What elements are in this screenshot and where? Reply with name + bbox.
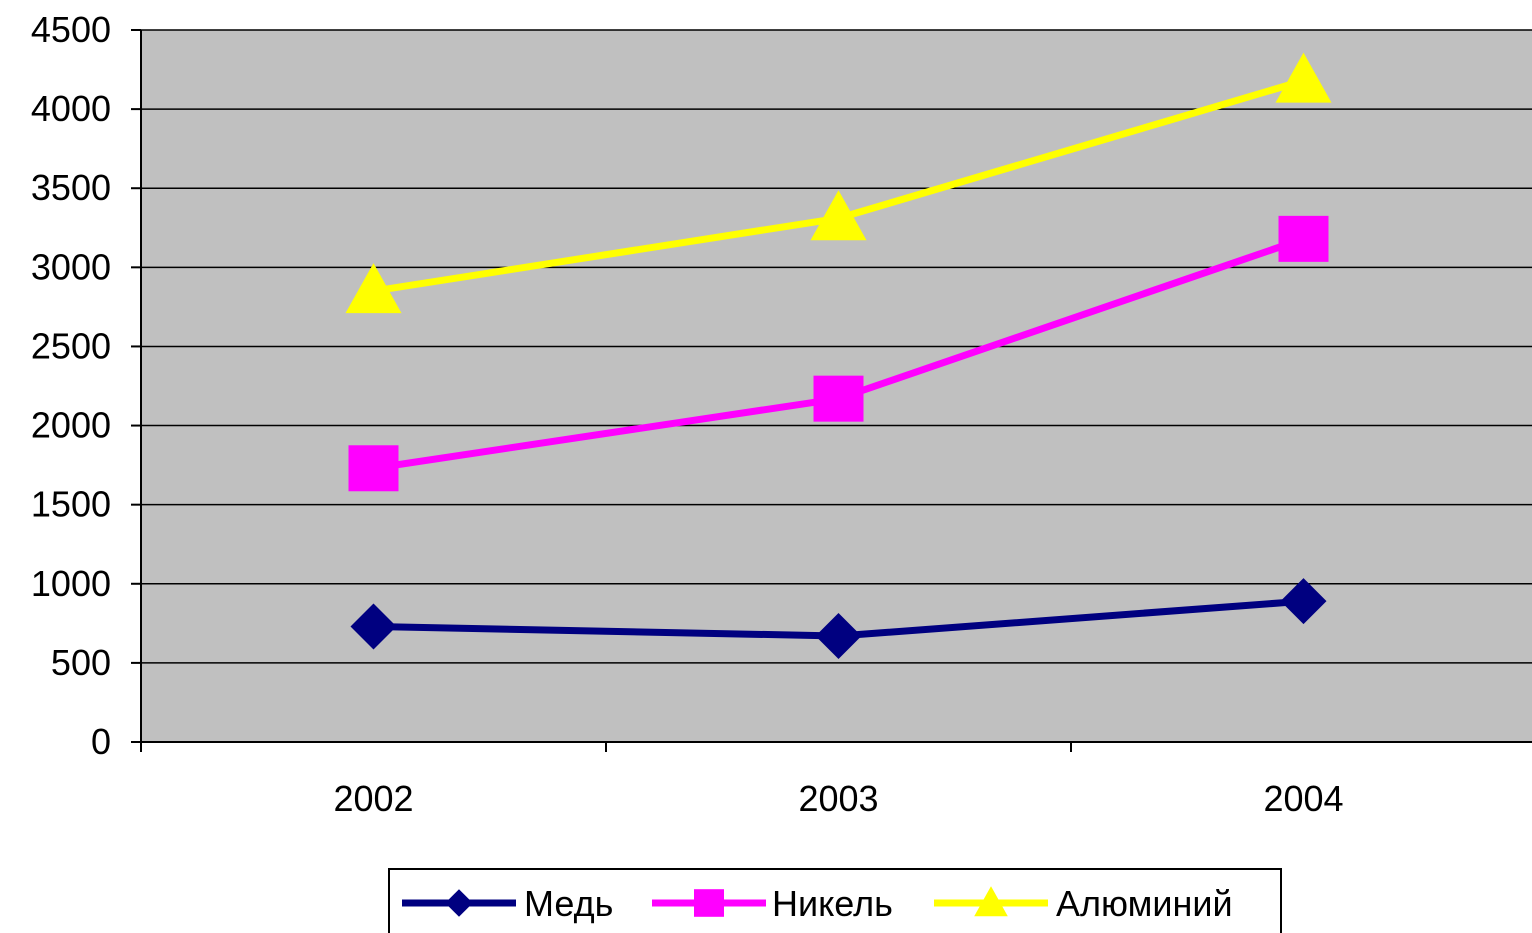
legend-items: Медь Никель Алюминий xyxy=(402,883,1233,924)
y-tick-label: 4500 xyxy=(31,9,111,50)
legend-label: Никель xyxy=(772,883,893,924)
data-point-diamond xyxy=(1280,578,1327,625)
data-point-triangle xyxy=(810,190,867,241)
y-tick-label: 500 xyxy=(51,642,111,683)
legend: Медь Никель Алюминий xyxy=(388,868,1282,933)
y-tick-label: 3500 xyxy=(31,167,111,208)
y-ticks: 0 500 1000 1500 2000 2500 3000 3500 4000 4500 xyxy=(31,9,141,762)
legend-marker-triangle xyxy=(974,886,1008,917)
data-point-square xyxy=(813,375,864,422)
legend-marker-diamond xyxy=(445,889,473,917)
series-triangle xyxy=(345,52,1332,314)
series-square xyxy=(348,215,1329,492)
y-tick-label: 3000 xyxy=(31,246,111,287)
data-point-square xyxy=(1278,215,1329,262)
data-point-square xyxy=(348,445,399,492)
x-tick-label: 2003 xyxy=(798,778,878,819)
data-point-triangle xyxy=(345,263,402,314)
legend-label: Медь xyxy=(524,883,613,924)
data-point-diamond xyxy=(815,612,862,659)
series-diamond xyxy=(350,578,1327,659)
data-point-triangle xyxy=(1275,52,1332,103)
gridlines xyxy=(141,29,1532,664)
y-tick-label: 1000 xyxy=(31,563,111,604)
x-ticks: 2002 2003 2004 xyxy=(140,742,1344,819)
x-tick-label: 2002 xyxy=(333,778,413,819)
y-tick-label: 2500 xyxy=(31,325,111,366)
legend-item: Алюминий xyxy=(934,883,1233,924)
y-tick-label: 1500 xyxy=(31,484,111,525)
data-point-diamond xyxy=(350,603,397,650)
series-layer xyxy=(345,52,1332,659)
legend-label: Алюминий xyxy=(1056,883,1233,924)
legend-marker-square xyxy=(694,889,724,917)
legend-item: Медь xyxy=(402,883,613,924)
y-tick-label: 2000 xyxy=(31,405,111,446)
legend-box xyxy=(388,868,1282,933)
y-tick-label: 4000 xyxy=(31,88,111,129)
y-tick-label: 0 xyxy=(91,721,111,762)
x-tick-label: 2004 xyxy=(1263,778,1343,819)
legend-item: Никель xyxy=(652,883,893,924)
